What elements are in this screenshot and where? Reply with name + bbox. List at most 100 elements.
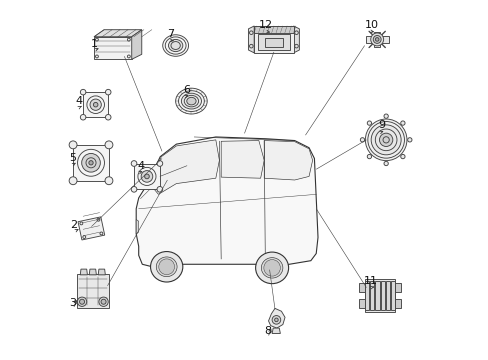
Ellipse shape bbox=[255, 252, 288, 284]
Ellipse shape bbox=[163, 35, 188, 56]
Circle shape bbox=[375, 38, 378, 41]
Circle shape bbox=[366, 121, 371, 125]
Circle shape bbox=[105, 89, 111, 95]
Text: 12: 12 bbox=[259, 20, 272, 30]
Circle shape bbox=[370, 33, 383, 46]
Circle shape bbox=[274, 318, 278, 321]
Circle shape bbox=[379, 133, 392, 147]
Ellipse shape bbox=[261, 258, 282, 278]
Circle shape bbox=[370, 125, 400, 155]
Text: 2: 2 bbox=[70, 220, 78, 230]
Polygon shape bbox=[390, 281, 394, 310]
Ellipse shape bbox=[168, 40, 183, 51]
Text: 4: 4 bbox=[75, 96, 82, 106]
Polygon shape bbox=[77, 274, 109, 308]
Polygon shape bbox=[365, 281, 368, 310]
Text: 5: 5 bbox=[69, 153, 76, 163]
Text: 4: 4 bbox=[137, 161, 144, 171]
Polygon shape bbox=[152, 176, 160, 183]
Circle shape bbox=[141, 171, 152, 182]
Circle shape bbox=[383, 114, 387, 118]
Polygon shape bbox=[268, 309, 285, 328]
Circle shape bbox=[90, 99, 101, 110]
Polygon shape bbox=[271, 328, 280, 333]
Polygon shape bbox=[385, 281, 389, 310]
Circle shape bbox=[407, 138, 411, 142]
Circle shape bbox=[131, 161, 137, 166]
Polygon shape bbox=[73, 145, 109, 181]
Polygon shape bbox=[248, 26, 254, 53]
Polygon shape bbox=[375, 281, 379, 310]
Polygon shape bbox=[98, 269, 105, 275]
Text: 7: 7 bbox=[167, 29, 174, 39]
Text: 10: 10 bbox=[364, 20, 378, 30]
Circle shape bbox=[144, 174, 149, 179]
Circle shape bbox=[157, 161, 163, 166]
Polygon shape bbox=[394, 299, 400, 308]
Text: 8: 8 bbox=[264, 326, 271, 336]
Polygon shape bbox=[373, 32, 380, 47]
Polygon shape bbox=[369, 281, 374, 310]
Polygon shape bbox=[80, 269, 87, 275]
Circle shape bbox=[159, 259, 174, 275]
Polygon shape bbox=[83, 92, 108, 117]
Circle shape bbox=[383, 161, 387, 166]
Polygon shape bbox=[78, 217, 104, 240]
Polygon shape bbox=[365, 36, 388, 42]
Circle shape bbox=[264, 260, 280, 276]
Polygon shape bbox=[149, 140, 219, 194]
Ellipse shape bbox=[175, 88, 207, 114]
Polygon shape bbox=[394, 283, 400, 292]
Circle shape bbox=[366, 154, 371, 159]
Polygon shape bbox=[254, 26, 293, 33]
Circle shape bbox=[89, 161, 93, 165]
Polygon shape bbox=[131, 30, 142, 59]
Circle shape bbox=[69, 141, 77, 149]
Ellipse shape bbox=[186, 97, 196, 105]
Circle shape bbox=[131, 186, 137, 192]
Circle shape bbox=[101, 299, 106, 304]
Circle shape bbox=[157, 186, 163, 192]
Circle shape bbox=[93, 103, 98, 107]
Text: 3: 3 bbox=[69, 298, 77, 308]
Circle shape bbox=[271, 316, 280, 324]
Polygon shape bbox=[257, 34, 289, 50]
Polygon shape bbox=[134, 163, 160, 189]
Polygon shape bbox=[89, 269, 96, 275]
Ellipse shape bbox=[181, 93, 201, 109]
Circle shape bbox=[99, 297, 108, 306]
Circle shape bbox=[365, 119, 406, 161]
Polygon shape bbox=[221, 140, 264, 178]
Circle shape bbox=[400, 154, 404, 159]
Circle shape bbox=[80, 89, 86, 95]
Circle shape bbox=[81, 153, 100, 172]
Text: 6: 6 bbox=[183, 85, 189, 95]
Circle shape bbox=[105, 177, 113, 185]
Ellipse shape bbox=[156, 257, 177, 276]
Ellipse shape bbox=[150, 252, 183, 282]
Polygon shape bbox=[358, 283, 364, 292]
Circle shape bbox=[69, 177, 77, 185]
Polygon shape bbox=[94, 37, 131, 59]
Circle shape bbox=[80, 114, 86, 120]
Polygon shape bbox=[264, 38, 282, 48]
Circle shape bbox=[360, 138, 364, 142]
Polygon shape bbox=[380, 281, 384, 310]
Circle shape bbox=[105, 114, 111, 120]
Circle shape bbox=[77, 297, 86, 306]
Polygon shape bbox=[293, 26, 299, 53]
Circle shape bbox=[80, 299, 84, 304]
Circle shape bbox=[400, 121, 404, 125]
Polygon shape bbox=[136, 137, 317, 268]
Circle shape bbox=[105, 141, 113, 149]
Text: 1: 1 bbox=[90, 39, 97, 49]
Circle shape bbox=[372, 36, 380, 43]
Polygon shape bbox=[358, 299, 364, 308]
Text: 11: 11 bbox=[363, 276, 377, 286]
Polygon shape bbox=[364, 279, 394, 312]
Polygon shape bbox=[94, 30, 142, 37]
Text: 9: 9 bbox=[377, 121, 384, 130]
Polygon shape bbox=[136, 220, 139, 234]
Polygon shape bbox=[264, 140, 312, 180]
Polygon shape bbox=[254, 26, 293, 53]
